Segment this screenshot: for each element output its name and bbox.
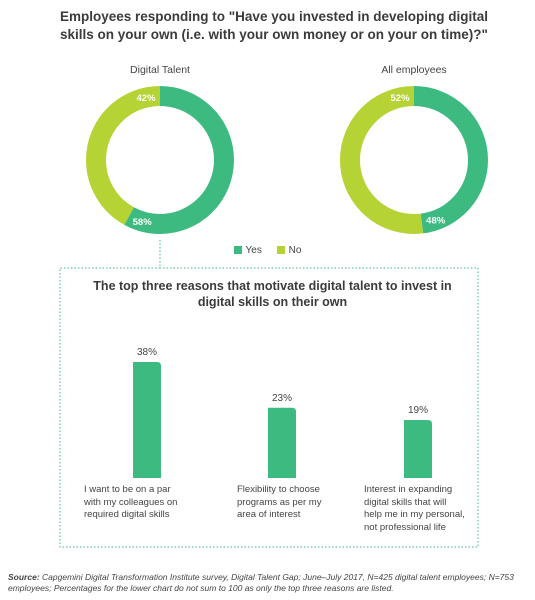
donut-value-label-yes: 48% <box>426 216 446 227</box>
source-note: Source: Capgemini Digital Transformation… <box>8 572 533 594</box>
reasons-title: The top three reasons that motivate digi… <box>93 279 452 309</box>
donut-chart-digital-talent: 58% 42% <box>86 86 234 234</box>
legend-item-yes: Yes <box>233 245 262 256</box>
bar-label-line: I want to be on a par <box>84 484 171 495</box>
legend-swatch-yes <box>233 246 242 255</box>
bar-label-line: with my colleagues on <box>84 496 178 508</box>
bar-label-line: programs as per my <box>237 496 322 508</box>
bar-value-label-1: 23% <box>272 393 292 404</box>
bar-value-label-0: 38% <box>137 347 157 358</box>
bar-label-flexibility: Flexibility to choose programs as per my a… <box>237 484 347 522</box>
donut-title-digital-talent: Digital Talent <box>130 64 190 76</box>
legend-label-yes: Yes <box>245 245 262 256</box>
legend: Yes No <box>0 245 535 256</box>
legend-label-no: No <box>288 245 302 256</box>
legend-item-no: No <box>276 245 302 256</box>
bar-value-label-2: 19% <box>408 405 428 416</box>
bar-label-line: required digital skills <box>84 509 170 520</box>
donut-chart-all-employees: 48% 52% <box>340 86 488 234</box>
bar-0 <box>133 362 161 478</box>
donut-value-label-yes: 58% <box>133 217 153 228</box>
bar-label-line: help me in my personal, <box>364 509 465 520</box>
legend-swatch-no <box>276 246 285 255</box>
donut-slice-no <box>340 86 488 234</box>
bar-label-line: digital skills that will <box>364 496 447 508</box>
donut-slice-no <box>86 86 234 234</box>
bar-label-line: not professional life <box>364 521 446 533</box>
chart-title: Employees responding to "Have you invest… <box>60 9 488 42</box>
source-text: Capgemini Digital Transformation Institu… <box>8 572 514 593</box>
donut-value-label-no: 52% <box>391 93 411 104</box>
donut-value-label-no: 42% <box>137 93 157 104</box>
bar-label-personal-life: Interest in expanding digital skills that… <box>364 484 474 534</box>
bar-1 <box>268 407 296 478</box>
donut-title-all-employees: All employees <box>381 64 447 76</box>
source-label: Source: <box>8 572 40 582</box>
bar-2 <box>404 420 432 478</box>
bar-label-colleagues: I want to be on a par with my colleagues … <box>84 484 194 522</box>
dotted-connector-box <box>59 240 479 548</box>
bar-label-line: Flexibility to choose <box>237 484 320 495</box>
bar-label-line: area of interest <box>237 509 301 520</box>
bar-label-line: Interest in expanding <box>364 484 453 495</box>
